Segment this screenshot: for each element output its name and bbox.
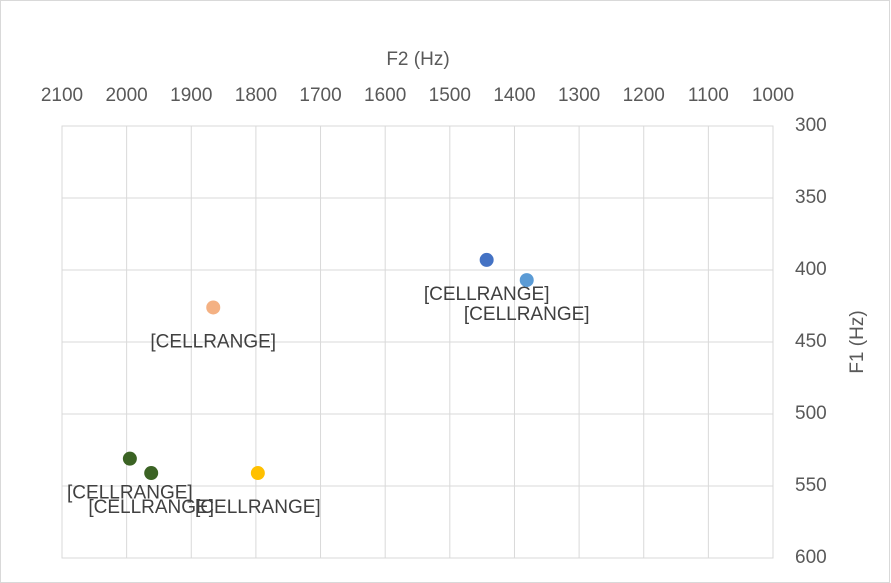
y-tick-label: 550 (795, 475, 827, 496)
x-tick-label: 1800 (235, 85, 277, 106)
point (519, 273, 534, 288)
x-tick-label: 1700 (299, 85, 341, 106)
data-label: [CELLRANGE] (88, 497, 214, 518)
x-axis-title: F2 (Hz) (386, 49, 449, 70)
data-label: [CELLRANGE] (464, 304, 590, 325)
y-axis-title: F1 (Hz) (847, 310, 868, 373)
x-tick-label: 1400 (493, 85, 535, 106)
data-label: [CELLRANGE] (424, 284, 550, 305)
x-tick-label: 1200 (623, 85, 665, 106)
point (122, 451, 137, 466)
point (479, 252, 494, 267)
x-tick-label: 1100 (688, 85, 729, 106)
point (250, 466, 265, 481)
y-tick-label: 600 (795, 547, 827, 568)
x-tick-label: 1500 (429, 85, 471, 106)
y-tick-label: 350 (795, 187, 827, 208)
y-tick-label: 450 (795, 331, 827, 352)
y-tick-label: 300 (795, 115, 827, 136)
x-tick-label: 2000 (105, 85, 147, 106)
point (144, 466, 159, 481)
y-tick-label: 400 (795, 259, 827, 280)
x-tick-label: 1600 (364, 85, 406, 106)
y-tick-label: 500 (795, 403, 827, 424)
data-label: [CELLRANGE] (67, 483, 193, 504)
x-tick-label: 1000 (752, 85, 794, 106)
x-tick-label: 2100 (41, 85, 83, 106)
point (206, 300, 221, 315)
x-tick-label: 1900 (170, 85, 212, 106)
x-tick-label: 1300 (558, 85, 600, 106)
data-label: [CELLRANGE] (195, 497, 321, 518)
data-label: [CELLRANGE] (150, 331, 276, 352)
